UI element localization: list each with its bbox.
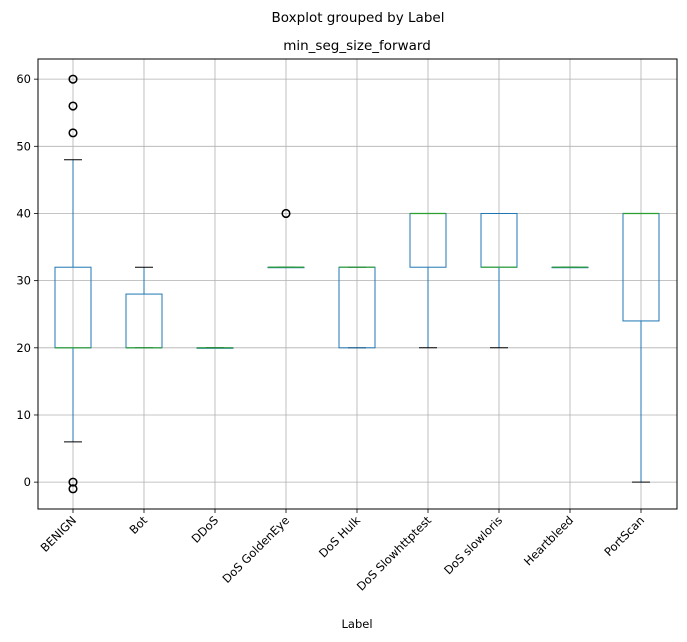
outlier-point	[68, 74, 78, 84]
y-tick-label: 20	[16, 341, 31, 355]
y-tick-label: 40	[16, 206, 31, 220]
outlier-point	[68, 128, 78, 138]
outlier-point	[68, 477, 78, 487]
x-tick-label: Bot	[126, 513, 150, 537]
box-ddos	[196, 347, 234, 349]
box-benign	[54, 74, 92, 494]
x-tick-label: PortScan	[601, 513, 647, 559]
y-axis: 0 10 20 30 40 50 60	[16, 72, 38, 489]
x-tick-label: DDoS	[189, 513, 222, 546]
boxes-layer	[54, 74, 660, 494]
box-portscan	[622, 212, 660, 483]
y-tick-label: 50	[16, 139, 31, 153]
x-tick-label: BENIGN	[38, 513, 79, 554]
outlier-point	[68, 484, 78, 494]
box-dos-slowloris	[480, 212, 518, 349]
box-dos-hulk	[338, 266, 376, 349]
y-tick-label: 30	[16, 274, 31, 288]
x-tick-label: Heartbleed	[521, 513, 576, 568]
plot-frame	[37, 58, 678, 510]
box-dos-slowhttptest	[409, 212, 447, 349]
y-tick-label: 0	[24, 475, 31, 489]
box-dos-goldeneye	[267, 208, 305, 269]
box-heartbleed	[551, 266, 589, 269]
x-tick-label: DoS GoldenEye	[219, 513, 292, 586]
outlier-point	[281, 208, 291, 219]
y-tick-label: 10	[16, 408, 31, 422]
box-bot	[125, 266, 163, 349]
x-tick-label: DoS Slowhttptest	[354, 513, 435, 594]
y-tick-label: 60	[16, 72, 31, 86]
chart-suptitle: Boxplot grouped by Label	[272, 10, 445, 26]
chart-title: min_seg_size_forward	[283, 38, 431, 54]
x-axis-label: Label	[341, 617, 372, 631]
x-tick-label: DoS slowloris	[441, 513, 505, 577]
outlier-point	[68, 101, 78, 111]
grid-layer	[38, 59, 677, 509]
x-tick-label: DoS Hulk	[316, 513, 363, 560]
